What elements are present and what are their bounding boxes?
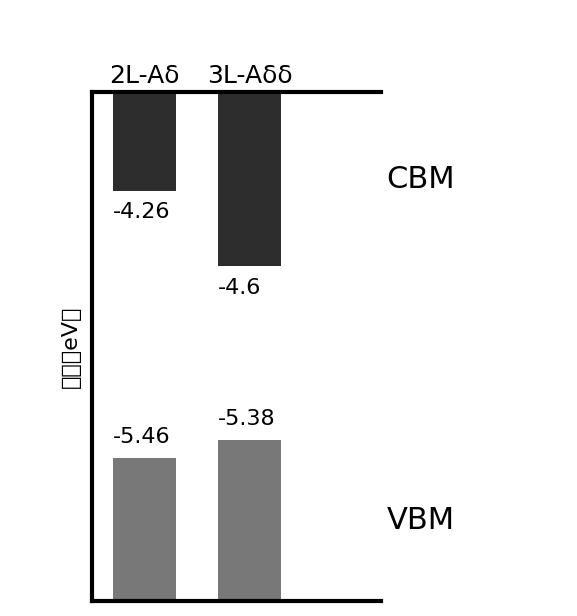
Text: -5.46: -5.46 — [113, 427, 171, 447]
Text: VBM: VBM — [387, 506, 455, 535]
Y-axis label: 能量（eV）: 能量（eV） — [61, 306, 81, 388]
Bar — [113, 458, 176, 601]
Bar — [218, 92, 281, 267]
Text: -4.6: -4.6 — [218, 278, 261, 298]
Text: -4.26: -4.26 — [113, 201, 171, 222]
Text: -5.38: -5.38 — [218, 409, 276, 429]
Text: 3L-Aδδ: 3L-Aδδ — [207, 64, 293, 88]
Text: CBM: CBM — [387, 165, 455, 194]
Bar — [218, 440, 281, 601]
Bar — [113, 92, 176, 190]
Text: 2L-Aδ: 2L-Aδ — [110, 64, 180, 88]
